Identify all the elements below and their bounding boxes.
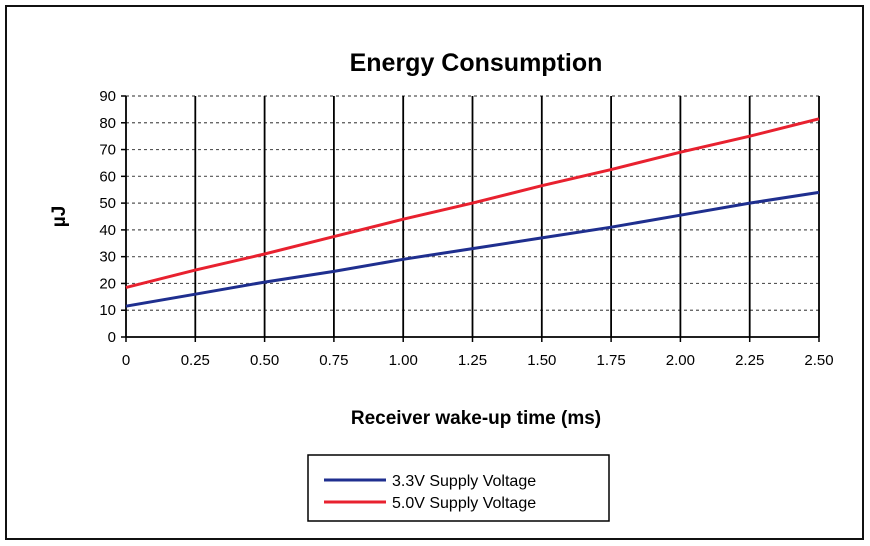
y-tick-label: 50 (99, 195, 116, 212)
x-tick-label: 0.50 (250, 352, 279, 369)
grid-lines (126, 95, 820, 337)
y-tick-label: 0 (108, 329, 116, 346)
chart-frame: Energy Consumption µJ Receiver wake-up t… (5, 5, 864, 540)
series-line-2 (125, 117, 820, 289)
y-tick-label: 80 (99, 115, 116, 132)
series-lines (125, 117, 820, 308)
y-tick-label: 70 (99, 142, 116, 159)
y-tick-label: 60 (99, 168, 116, 185)
x-tick-label: 2.25 (735, 352, 764, 369)
legend-label-2: 5.0V Supply Voltage (392, 495, 536, 512)
x-tick-label: 1.00 (389, 352, 418, 369)
x-tick-label: 0.75 (319, 352, 348, 369)
energy-consumption-chart: Energy Consumption µJ Receiver wake-up t… (49, 49, 834, 522)
y-tick-label: 20 (99, 275, 116, 292)
y-tick-label: 90 (99, 88, 116, 105)
y-tick-label: 40 (99, 222, 116, 239)
y-tick-labels: 0 10 20 30 40 50 60 70 80 90 (99, 88, 126, 346)
legend: 3.3V Supply Voltage 5.0V Supply Voltage (307, 454, 610, 522)
x-tick-label: 0.25 (181, 352, 210, 369)
x-tick-label: 1.50 (527, 352, 556, 369)
x-tick-label: 2.50 (804, 352, 833, 369)
x-axis-label: Receiver wake-up time (ms) (351, 408, 601, 429)
y-tick-label: 30 (99, 249, 116, 266)
series-line-1 (125, 190, 820, 308)
x-tick-label: 1.75 (596, 352, 625, 369)
legend-box (307, 454, 610, 522)
x-tick-label: 1.25 (458, 352, 487, 369)
x-tick-label: 2.00 (666, 352, 695, 369)
legend-label-1: 3.3V Supply Voltage (392, 473, 536, 490)
x-tick-labels: 0 0.25 0.50 0.75 1.00 1.25 1.50 1.75 2.00 2.25 2.5… (122, 337, 834, 369)
y-tick-label: 10 (99, 302, 116, 319)
chart-title: Energy Consumption (350, 49, 603, 77)
x-tick-label: 0 (122, 352, 130, 369)
y-axis-label: µJ (49, 206, 70, 228)
